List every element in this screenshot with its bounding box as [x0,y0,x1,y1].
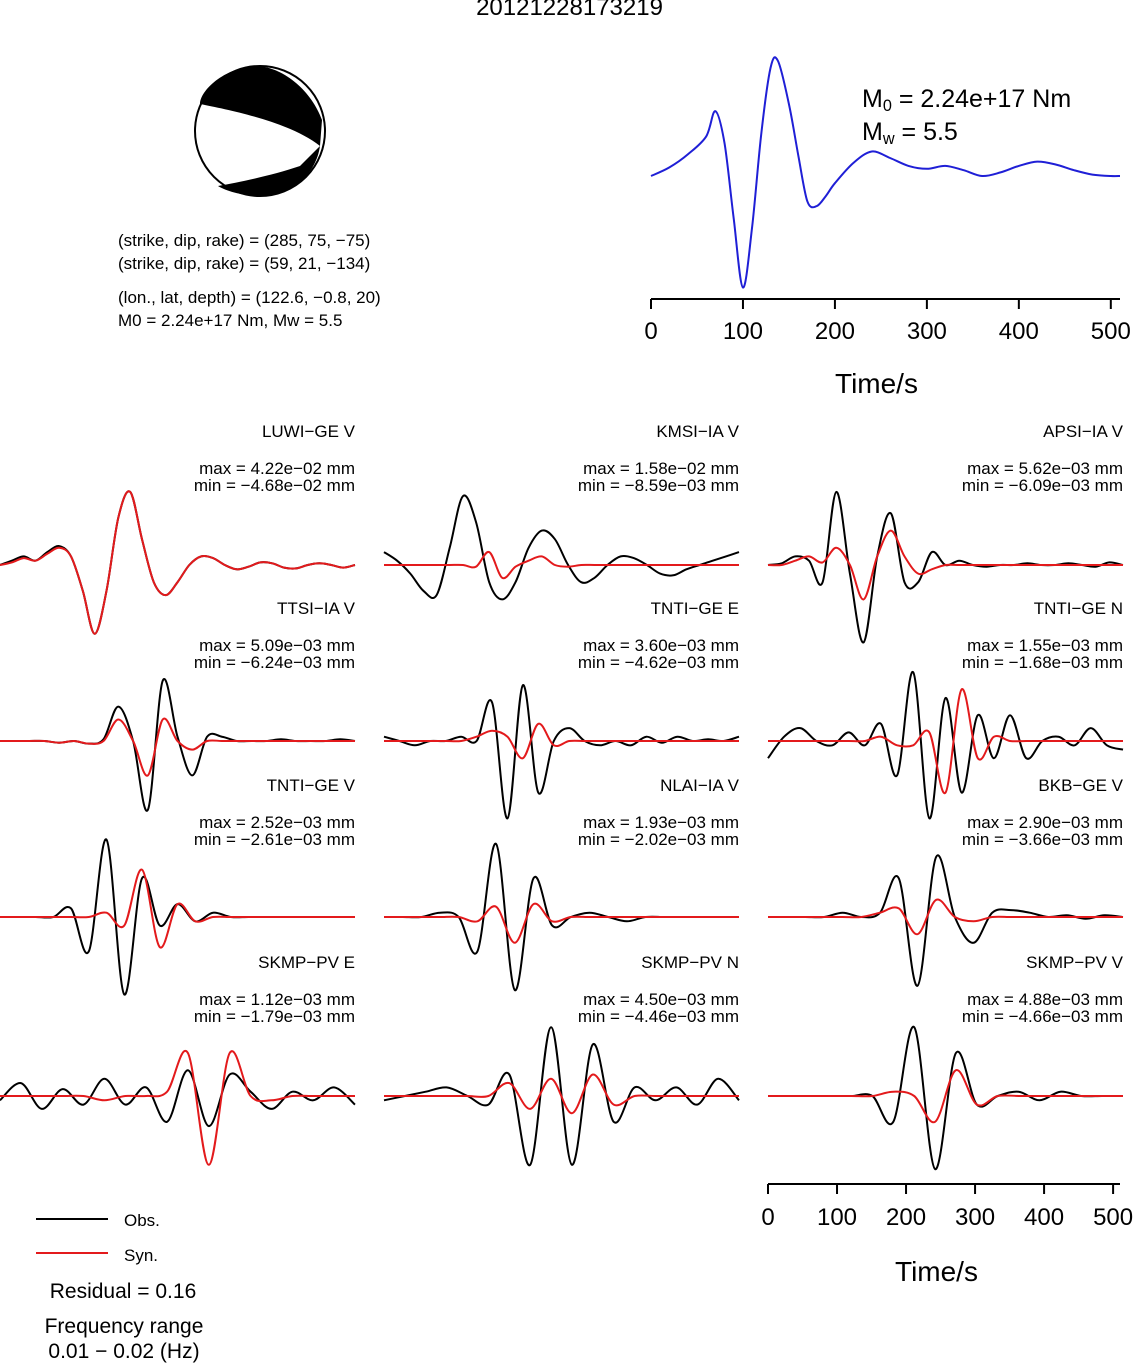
min-label: min = −3.66e−03 mm [961,830,1123,849]
min-label: min = −4.46e−03 mm [577,1007,739,1026]
station-label: SKMP−PV N [641,953,739,972]
min-label: min = −6.24e−03 mm [193,653,355,672]
waveform-panels [0,490,1124,1171]
stf-m0-label: M0 = 2.24e+17 Nm [862,85,1072,116]
stf-mw-label: Mw = 5.5 [862,118,958,149]
syn-trace [0,868,355,949]
max-label: max = 5.09e−03 mm [199,636,355,655]
station-label: LUWI−GE V [261,422,355,441]
residual-label: Residual = 0.16 [49,1280,197,1303]
beachball-icon [194,65,326,197]
bottom-tick-label: 400 [1024,1204,1065,1231]
obs-trace [767,490,1124,644]
bottom-tick-label: 300 [955,1204,996,1231]
stf-line [650,56,1121,289]
legend-lines [36,1218,108,1254]
moment-label: M0 = 2.24e+17 Nm, Mw = 5.5 [118,311,343,330]
location-label: (lon., lat, depth) = (122.6, −0.8, 20) [118,288,381,307]
bottom-tick-label: 100 [816,1204,858,1231]
stf-tick-label: 300 [906,318,947,345]
axes [650,298,1120,1194]
freq-title: Frequency range [44,1315,204,1338]
plane1-label: (strike, dip, rake) = (285, 75, −75) [118,231,371,250]
syn-trace [383,1073,739,1115]
obs-trace [767,671,1124,820]
min-label: min = −6.09e−03 mm [961,476,1123,495]
min-label: min = −4.68e−02 mm [193,476,355,495]
syn-trace [767,1069,1123,1124]
station-label: TNTI−GE N [1033,599,1123,618]
chart-title: 20121228173219 [476,0,663,21]
bottom-xlabel: Time/s [895,1256,978,1287]
obs-trace [768,854,1124,987]
station-label: TNTI−GE V [266,776,355,795]
syn-trace [0,1049,355,1166]
station-label: TTSI−IA V [277,599,355,618]
stf-tick-label: 500 [1090,318,1131,345]
stf-tick-label: 200 [814,318,855,345]
station-label: SKMP−PV V [1026,953,1123,972]
obs-trace [0,1069,356,1128]
station-label: TNTI−GE E [650,599,739,618]
max-label: max = 1.55e−03 mm [967,636,1123,655]
syn-trace [0,490,356,635]
syn-trace [384,722,739,760]
station-label: BKB−GE V [1038,776,1123,795]
station-label: APSI−IA V [1043,422,1123,441]
station-label: NLAI−IA V [660,776,739,795]
max-label: max = 1.12e−03 mm [199,990,355,1009]
stf-tick-label: 0 [644,318,658,345]
min-label: min = −4.62e−03 mm [577,653,739,672]
stf-tick-label: 100 [722,318,763,345]
syn-trace [768,898,1123,936]
freq-range: 0.01 − 0.02 (Hz) [48,1340,200,1363]
obs-trace [383,684,740,820]
max-label: max = 3.60e−03 mm [583,636,739,655]
min-label: min = −4.66e−03 mm [961,1007,1123,1026]
bottom-tick-label: 0 [761,1204,775,1231]
obs-trace [383,494,740,601]
max-label: max = 4.88e−03 mm [967,990,1123,1009]
bottom-tick-label: 200 [886,1204,927,1231]
min-label: min = −1.68e−03 mm [961,653,1123,672]
min-label: min = −8.59e−03 mm [577,476,739,495]
max-label: max = 1.93e−03 mm [583,813,739,832]
plane2-label: (strike, dip, rake) = (59, 21, −134) [118,254,371,273]
syn-trace [0,717,355,777]
legend-syn: Syn. [124,1246,159,1265]
max-label: max = 2.52e−03 mm [199,813,355,832]
station-label: SKMP−PV E [258,953,355,972]
max-label: max = 1.58e−02 mm [583,459,739,478]
min-label: min = −1.79e−03 mm [193,1007,355,1026]
syn-trace [384,902,739,944]
syn-trace [383,551,739,580]
max-label: max = 4.22e−02 mm [199,459,355,478]
station-label: KMSI−IA V [656,422,739,441]
min-label: min = −2.02e−03 mm [577,830,739,849]
syn-trace [768,688,1123,794]
max-label: max = 2.90e−03 mm [967,813,1123,832]
syn-trace [767,529,1123,601]
stf-tick-label: 400 [998,318,1039,345]
stf-plot [650,56,1121,289]
stf-xlabel: Time/s [835,368,918,399]
legend-obs: Obs. [124,1211,160,1230]
max-label: max = 5.62e−03 mm [967,459,1123,478]
max-label: max = 4.50e−03 mm [583,990,739,1009]
min-label: min = −2.61e−03 mm [193,830,355,849]
obs-trace [383,1026,740,1166]
bottom-tick-label: 500 [1093,1204,1134,1231]
